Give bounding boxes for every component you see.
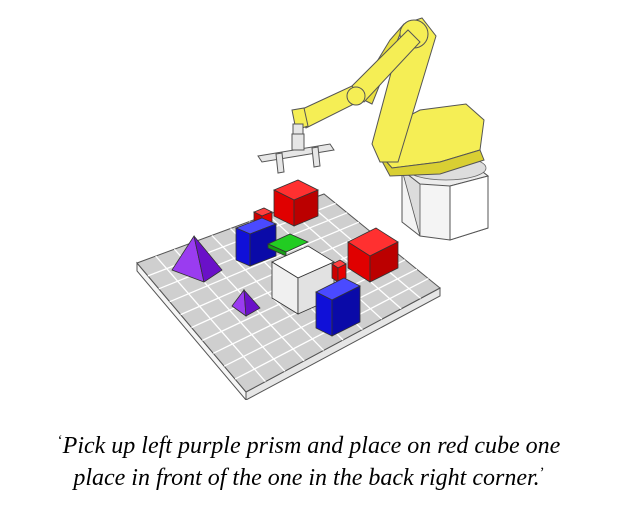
blocks xyxy=(171,179,399,337)
gripper xyxy=(257,133,335,174)
red-cube-right xyxy=(347,227,399,283)
close-quote: ’ xyxy=(539,465,545,481)
blue-block-front xyxy=(315,277,361,337)
purple-prism-left xyxy=(171,234,223,283)
caption-text-1: Pick up left purple prism and place on r… xyxy=(62,433,561,459)
robot-arm xyxy=(291,17,485,177)
red-cube-back xyxy=(273,179,319,227)
grid-line xyxy=(286,207,402,310)
white-cube xyxy=(271,245,335,315)
open-quote: ‘ xyxy=(57,433,63,449)
caption-line-2: place in front of the one in the back ri… xyxy=(0,458,618,493)
caption-text-2: place in front of the one in the back ri… xyxy=(73,465,540,491)
small-red-block-2 xyxy=(331,259,347,283)
blue-block-left xyxy=(234,217,278,267)
robot-scene xyxy=(136,17,490,400)
caption-line-1: ‘Pick up left purple prism and place on … xyxy=(0,426,618,461)
purple-prism-small xyxy=(231,288,261,317)
green-block xyxy=(267,233,309,257)
